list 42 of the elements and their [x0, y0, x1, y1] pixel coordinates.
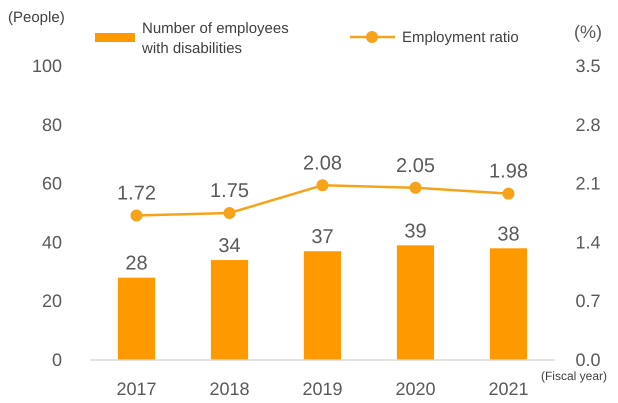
- y2-tick-label: 2.8: [575, 114, 601, 135]
- y-tick-label: 80: [42, 114, 62, 135]
- point: [410, 182, 422, 194]
- y-axis-title: (People): [8, 9, 65, 26]
- y2-tick-label: 2.1: [575, 174, 601, 194]
- x-tick-label: 2019: [302, 379, 343, 399]
- y-tick-label: 60: [42, 174, 62, 194]
- x-tick-label: 2018: [209, 379, 250, 399]
- y-tick-label: 40: [42, 232, 62, 252]
- data-label: 38: [497, 223, 520, 246]
- y2-tick-label: 1.4: [575, 232, 601, 252]
- y-tick-label: 20: [42, 291, 62, 312]
- legend-label: Employment ratio: [402, 29, 519, 46]
- x-tick-label: 2020: [395, 379, 436, 399]
- data-label: 1.72: [117, 182, 156, 205]
- bar: [396, 245, 434, 360]
- y2-tick-label: 3.5: [575, 56, 601, 76]
- bar: [490, 248, 528, 360]
- x-tick-label: 2017: [116, 379, 157, 399]
- data-label: 37: [311, 226, 334, 248]
- legend-label: Number of employees with disabilities: [141, 20, 289, 57]
- data-label: 1.75: [210, 180, 249, 202]
- data-label: 28: [125, 252, 148, 275]
- point: [130, 210, 142, 222]
- data-label: 1.98: [489, 160, 528, 183]
- y2-axis-title: (%): [574, 22, 602, 42]
- data-label: 39: [404, 220, 427, 242]
- data-label: 2.05: [396, 154, 435, 177]
- y2-tick-label: 0.7: [575, 291, 601, 312]
- bar: [118, 278, 156, 360]
- y2-tick-label: 0.0: [575, 350, 601, 370]
- x-tick-label: 2021: [488, 379, 529, 399]
- bar: [210, 260, 248, 360]
- point: [316, 179, 328, 192]
- data-label: 2.08: [303, 152, 342, 174]
- point: [224, 207, 236, 219]
- y-tick-label: 0: [52, 350, 62, 370]
- point: [502, 188, 514, 200]
- y-tick-label: 100: [32, 56, 62, 76]
- x-axis-title: (Fiscal year): [540, 369, 608, 383]
- data-label: 34: [218, 235, 241, 258]
- bar: [304, 251, 342, 360]
